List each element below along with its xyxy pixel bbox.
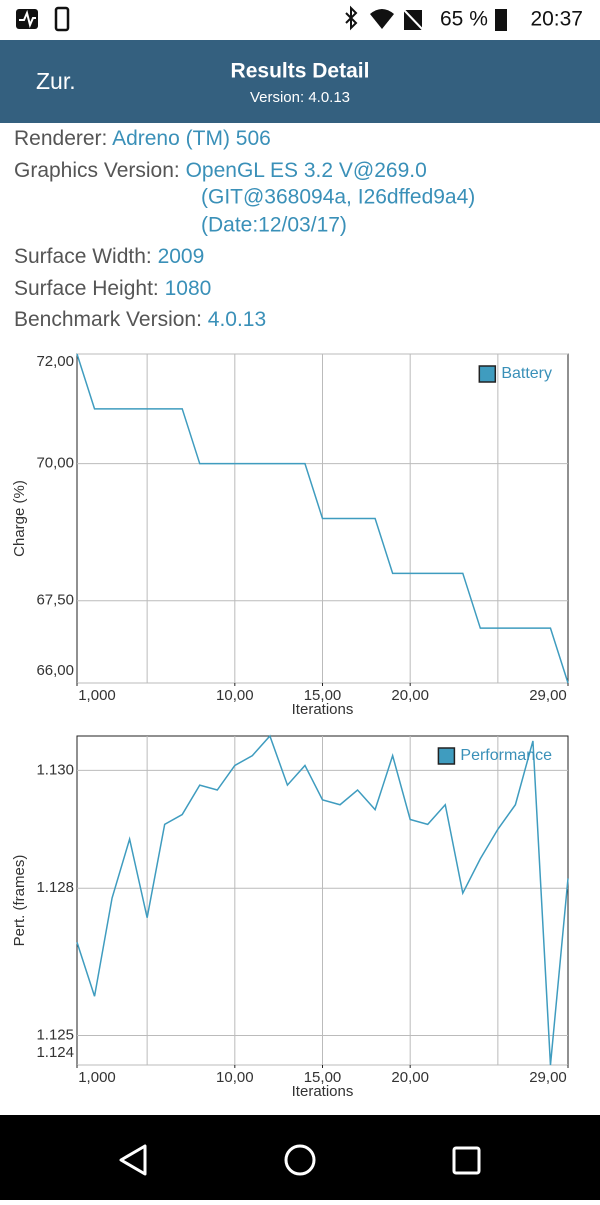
legend-swatch xyxy=(437,747,456,765)
series-line xyxy=(76,734,569,1066)
y-tick-label: 1.124 xyxy=(36,1044,74,1061)
phone-icon xyxy=(54,6,70,32)
x-tick-label: 15,00 xyxy=(304,687,342,704)
status-bar xyxy=(0,0,600,40)
x-tick-label: 10,00 xyxy=(216,687,254,704)
header-subtitle: Version: 4.0.13 xyxy=(250,89,350,106)
activity-icon xyxy=(16,9,38,29)
chart: 66,00 67,50 70,00 72,00 1,000 10,00 15,00 20,00… xyxy=(11,353,569,718)
info-value: 1080 xyxy=(165,277,212,300)
info-label: Surface Height: xyxy=(14,277,159,300)
nav-home[interactable] xyxy=(284,1144,316,1176)
x-tick-label: 29,00 xyxy=(529,687,567,704)
x-tick-label: 20,00 xyxy=(391,1069,429,1086)
x-tick-label: 1,000 xyxy=(78,687,116,704)
info-value-cont: (Date:12/03/17) xyxy=(201,214,347,237)
legend-swatch xyxy=(478,365,497,383)
info-label: Surface Width: xyxy=(14,245,152,268)
info-value: OpenGL ES 3.2 V@269.0 xyxy=(186,159,427,182)
info-row: Benchmark Version: 4.0.13 xyxy=(14,308,266,331)
info-value: 2009 xyxy=(158,245,205,268)
wifi-icon xyxy=(370,9,394,29)
nav-bar xyxy=(0,1115,600,1200)
x-tick-label: 10,00 xyxy=(216,1069,254,1086)
x-axis-label: Iterations xyxy=(292,1083,354,1100)
y-tick-label: 1.130 xyxy=(36,761,74,778)
bluetooth-icon xyxy=(345,5,358,31)
info-row: Graphics Version: OpenGL ES 3.2 V@269.0 xyxy=(14,159,427,182)
back-button[interactable]: Zur. xyxy=(36,68,76,94)
x-tick-label: 29,00 xyxy=(529,1069,567,1086)
x-axis-label: Iterations xyxy=(292,701,354,718)
info-label: Benchmark Version: xyxy=(14,308,202,331)
info-value-cont: (GIT@368094a, I26dffed9a4) xyxy=(201,186,475,209)
info-row: Surface Width: 2009 xyxy=(14,245,204,268)
x-tick-label: 20,00 xyxy=(391,687,429,704)
signal-slash xyxy=(403,9,425,32)
x-tick-label: 15,00 xyxy=(304,1069,342,1086)
info-value: 4.0.13 xyxy=(208,308,266,331)
y-tick-label: 70,00 xyxy=(36,455,74,472)
clock: 20:37 xyxy=(530,8,583,31)
info-row: Renderer: Adreno (TM) 506 xyxy=(14,127,271,150)
charts: 66,00 67,50 70,00 72,00 1,000 10,00 15,00 20,00… xyxy=(11,353,569,1100)
y-tick-label: 66,00 xyxy=(36,662,74,679)
battery-percent: 65 % xyxy=(440,8,488,31)
info-value: Adreno (TM) 506 xyxy=(112,127,271,150)
info-label: Renderer: xyxy=(14,127,107,150)
x-tick-label: 1,000 xyxy=(78,1069,116,1086)
header-title: Results Detail xyxy=(231,60,370,83)
app-header xyxy=(0,40,600,123)
nav-back[interactable] xyxy=(119,1144,147,1176)
y-axis-label: Pert. (frames) xyxy=(11,855,28,947)
nav-recents[interactable] xyxy=(452,1146,481,1175)
y-tick-label: 1.128 xyxy=(36,879,74,896)
legend-label: Battery xyxy=(501,365,552,382)
info-label: Graphics Version: xyxy=(14,159,180,182)
series-line xyxy=(76,353,569,684)
info-list: Renderer: Adreno (TM) 506 Graphics Versio… xyxy=(14,127,475,331)
legend-label: Performance xyxy=(460,747,552,764)
y-tick-label: 72,00 xyxy=(36,353,74,370)
activity-wave xyxy=(19,9,36,29)
y-axis-label: Charge (%) xyxy=(11,480,28,557)
info-row: Surface Height: 1080 xyxy=(14,277,211,300)
battery-icon xyxy=(495,9,507,31)
y-tick-label: 67,50 xyxy=(36,592,74,609)
y-tick-label: 1.125 xyxy=(36,1027,74,1044)
